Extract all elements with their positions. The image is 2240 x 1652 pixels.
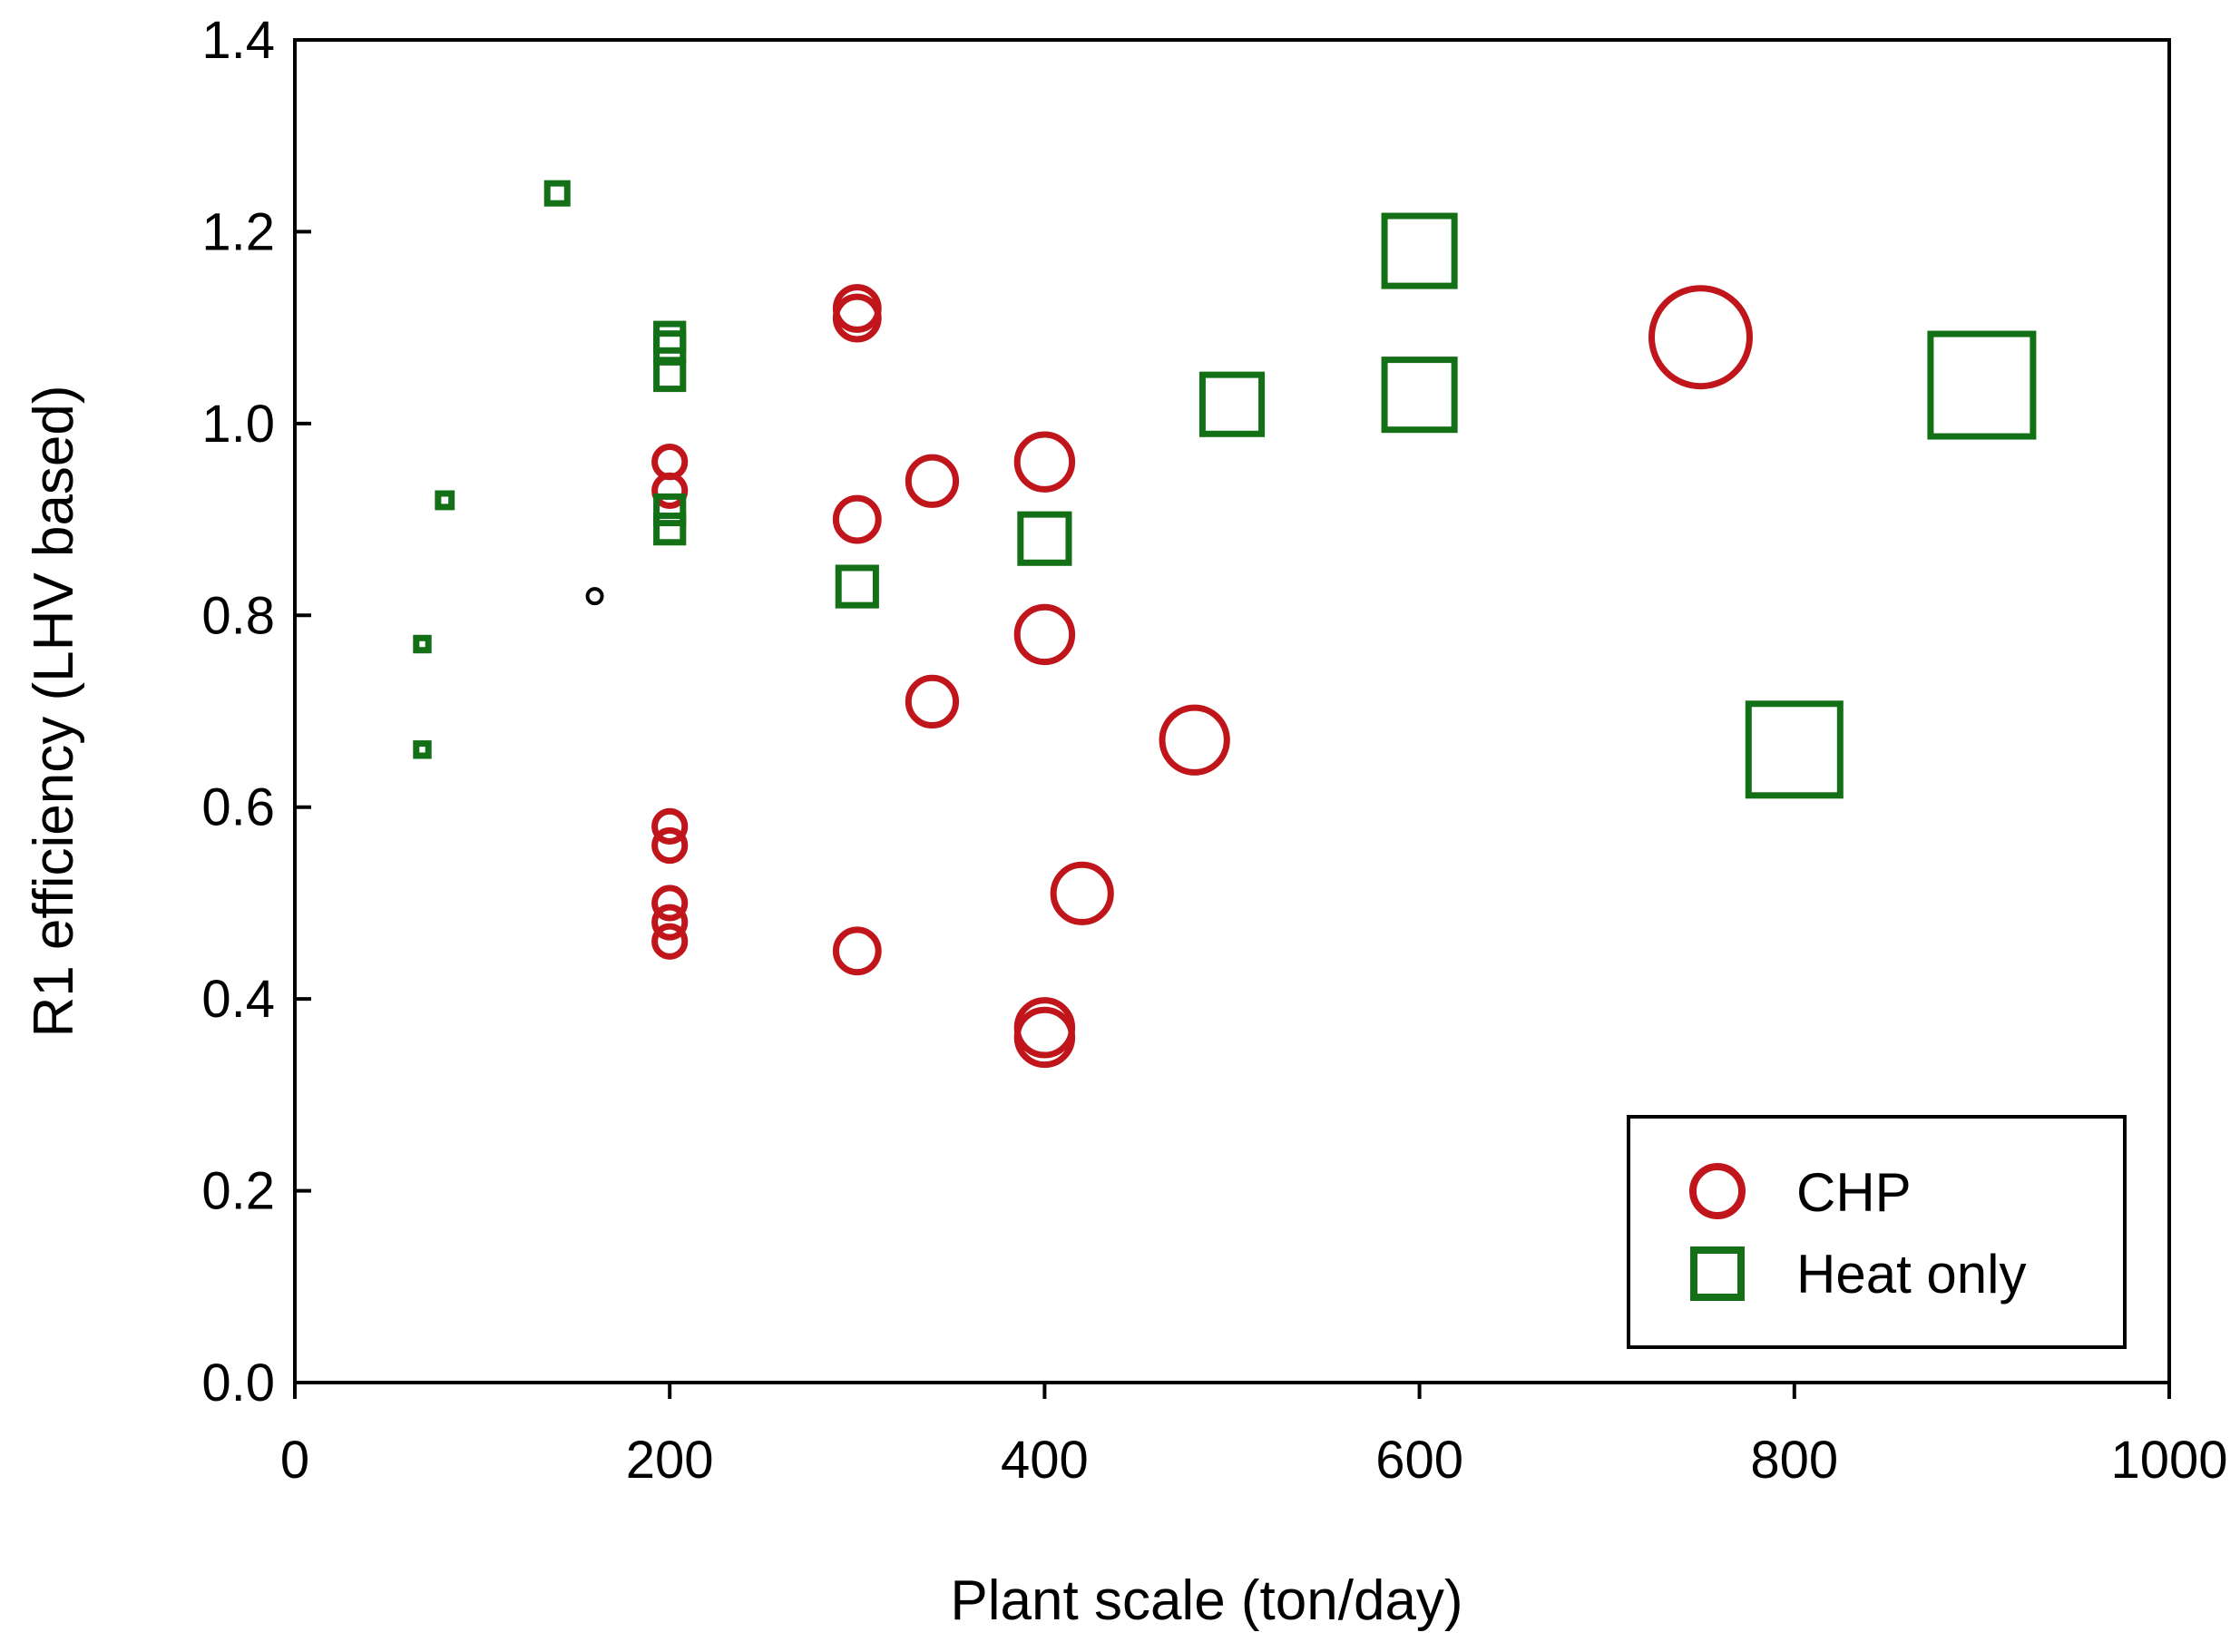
chp-point <box>1648 285 1753 390</box>
data-markers <box>413 180 2037 1069</box>
y-tick-label: 0.2 <box>201 1162 275 1221</box>
chp-point <box>1013 1006 1076 1069</box>
chp-point <box>651 904 689 941</box>
heat-only-point <box>1381 357 1458 434</box>
x-axis-title: Plant scale (ton/day) <box>950 1569 1462 1632</box>
chp-point <box>651 885 689 922</box>
y-tick-label: 1.4 <box>201 11 275 70</box>
y-axis: 0.0 0.2 0.4 0.6 0.8 1.0 1.2 1.4 <box>201 11 311 1413</box>
chp-point <box>832 284 882 333</box>
legend-chp-marker <box>1689 1163 1746 1219</box>
heat-only-point <box>413 634 432 654</box>
chp-point <box>832 494 882 544</box>
x-tick-label: 600 <box>1375 1431 1463 1490</box>
legend-box <box>1627 1115 2127 1349</box>
x-tick-label: 400 <box>1001 1431 1089 1490</box>
heat-only-point <box>653 330 687 364</box>
chp-point <box>1013 603 1076 666</box>
heat-only-point <box>1745 700 1844 799</box>
legend-heat-label: Heat only <box>1796 1244 2026 1305</box>
chp-point <box>1159 704 1230 776</box>
heat-only-point <box>1381 212 1458 289</box>
heat-only-point <box>1927 330 2037 440</box>
other-point <box>585 587 604 606</box>
chp-point <box>1013 431 1076 493</box>
chp-point <box>905 674 960 729</box>
y-tick-label: 0.6 <box>201 778 275 837</box>
chp-point <box>905 454 960 508</box>
legend-chp-label: CHP <box>1796 1162 1912 1223</box>
legend-heat-marker <box>1690 1246 1745 1301</box>
y-tick-label: 1.2 <box>201 202 275 261</box>
heat-only-point <box>653 320 687 354</box>
y-axis-title: R1 efficiency (LHV based) <box>23 385 85 1037</box>
heat-only-point <box>653 513 687 546</box>
heat-only-point <box>653 358 687 393</box>
heat-only-point <box>543 180 571 207</box>
heat-only-point <box>835 564 879 609</box>
legend: CHP Heat only <box>1627 1115 2127 1349</box>
chp-point <box>651 807 689 845</box>
heat-only-point <box>1198 371 1266 437</box>
heat-only-point <box>435 490 455 511</box>
heat-only-point <box>653 493 687 527</box>
chp-point <box>832 293 882 343</box>
chp-point <box>1050 861 1114 925</box>
chp-point <box>651 472 689 509</box>
y-tick-label: 0.8 <box>201 586 275 645</box>
y-tick-label: 0.0 <box>201 1354 275 1413</box>
heat-only-point <box>413 740 432 759</box>
heat-only-point <box>1017 511 1072 566</box>
x-tick-label: 200 <box>626 1431 714 1490</box>
x-axis: 0 200 400 600 800 1000 <box>280 1383 2228 1490</box>
y-tick-label: 0.4 <box>201 970 275 1029</box>
x-tick-label: 1000 <box>2110 1431 2227 1490</box>
chp-point <box>651 923 689 960</box>
chp-point <box>832 926 882 976</box>
x-tick-label: 0 <box>280 1431 309 1490</box>
x-tick-label: 800 <box>1750 1431 1838 1490</box>
plot-area-frame <box>293 38 2171 1384</box>
y-tick-label: 1.0 <box>201 395 275 454</box>
chp-point <box>651 826 689 865</box>
